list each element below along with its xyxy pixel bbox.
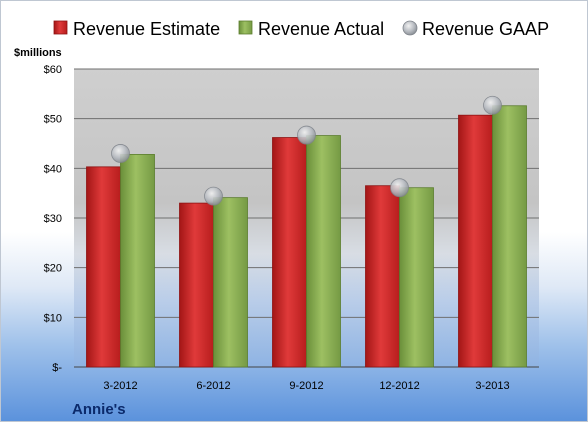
bars [86, 105, 527, 368]
x-tick-label: 12-2012 [379, 380, 419, 392]
y-tick-label: $- [52, 362, 62, 374]
legend-swatch [53, 20, 68, 35]
y-axis-ticks: $- $10 $20 $30 $40 $50 $60 [44, 64, 63, 374]
legend-label: Revenue Actual [258, 19, 384, 39]
bar-revenue-estimate [86, 166, 121, 368]
bar-revenue-actual [399, 187, 434, 368]
y-tick-label: $50 [44, 114, 62, 126]
bar-revenue-actual [213, 197, 248, 368]
bar-revenue-estimate [458, 114, 493, 368]
y-tick-label: $60 [44, 64, 62, 76]
marker-revenue-gaap [390, 178, 409, 198]
legend-label: Revenue Estimate [73, 19, 220, 39]
bar-revenue-actual [306, 135, 341, 368]
bar-revenue-estimate [272, 137, 307, 368]
marker-revenue-gaap [297, 125, 316, 145]
marker-revenue-gaap [204, 186, 223, 206]
y-tick-label: $10 [44, 312, 62, 324]
legend-item: Revenue Actual [238, 19, 384, 39]
bar-revenue-actual [120, 154, 155, 368]
marker-revenue-gaap [111, 144, 130, 163]
company-label: Annie's [72, 401, 126, 418]
legend-label: Revenue GAAP [422, 19, 549, 39]
legend-item: Revenue GAAP [402, 19, 549, 39]
legend-item: Revenue Estimate [53, 19, 220, 39]
x-tick-label: 3-2013 [475, 380, 509, 392]
x-axis-ticks: 3-2012 6-2012 9-2012 12-2012 3-2013 [103, 380, 509, 392]
x-tick-label: 6-2012 [196, 380, 230, 392]
y-unit-label: $millions [14, 47, 62, 59]
bar-revenue-actual [492, 105, 527, 368]
y-tick-label: $20 [44, 263, 62, 275]
bar-revenue-estimate [179, 202, 214, 368]
legend: Revenue Estimate Revenue Actual Revenue GA… [53, 19, 549, 39]
x-tick-label: 9-2012 [289, 380, 323, 392]
legend-swatch [402, 20, 418, 36]
y-tick-label: $30 [44, 213, 62, 225]
bar-revenue-estimate [365, 185, 400, 368]
legend-swatch [238, 20, 253, 35]
marker-revenue-gaap [483, 95, 502, 115]
x-tick-label: 3-2012 [103, 380, 137, 392]
y-tick-label: $40 [44, 163, 62, 175]
gaap-markers [111, 95, 502, 206]
